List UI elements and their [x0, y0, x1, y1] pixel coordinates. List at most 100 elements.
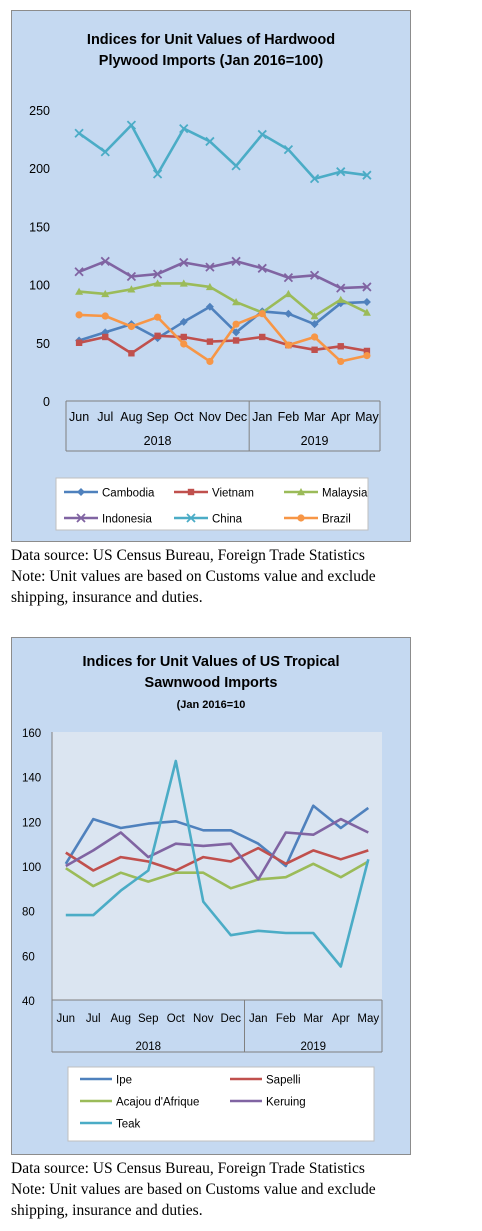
legend-marker-indonesia — [76, 513, 86, 523]
data-point-indonesia — [205, 262, 215, 272]
chart1-ytick-label: 250 — [29, 104, 50, 118]
chart2-ytick-label: 140 — [22, 773, 41, 785]
data-point-brazil — [101, 312, 109, 320]
sawnwood-chart-svg: Indices for Unit Values of US Tropical Sa… — [22, 654, 383, 1142]
data-point-indonesia — [152, 269, 163, 279]
chart2-month-label: Apr — [332, 1013, 350, 1025]
legend-label-malaysia: Malaysia — [322, 488, 368, 500]
data-point-brazil — [75, 311, 83, 319]
data-point-vietnam — [311, 346, 318, 353]
chart1-title-line: Plywood Imports (Jan 2016=100) — [99, 53, 324, 69]
data-point-vietnam — [102, 333, 109, 341]
chart2-title-line: Sawnwood Imports — [145, 675, 278, 691]
data-point-china — [309, 174, 320, 184]
chart1-month-label: Jun — [69, 410, 89, 424]
series-line-cambodia — [78, 300, 367, 342]
data-point-brazil — [232, 320, 240, 328]
data-point-china — [257, 129, 267, 140]
chart2-title-line: Indices for Unit Values of US Tropical — [82, 654, 339, 670]
chart2-legend — [67, 1066, 375, 1142]
chart1-month-label: Apr — [331, 410, 350, 424]
chart1-month-label: Jan — [252, 410, 272, 424]
chart1-month-label: Nov — [199, 410, 222, 424]
chart1-month-label: Dec — [225, 410, 247, 424]
data-point-vietnam — [232, 337, 240, 344]
data-point-cambodia — [179, 317, 188, 326]
chart2-ytick-label: 60 — [22, 951, 35, 963]
data-point-china — [100, 147, 110, 157]
chart2-month-label: Nov — [193, 1013, 214, 1025]
chart2-year-label: 2018 — [135, 1041, 161, 1053]
data-point-malaysia — [310, 312, 319, 320]
chart1-year-label: 2019 — [301, 434, 329, 448]
chart1-ytick-label: 0 — [43, 395, 50, 409]
data-point-china — [231, 161, 241, 171]
data-point-cambodia — [310, 320, 319, 329]
legend-label-keruing: Keruing — [266, 1097, 306, 1109]
legend-label-ipe: Ipe — [116, 1075, 132, 1087]
data-point-vietnam — [154, 332, 161, 340]
data-point-china — [74, 128, 84, 138]
data-point-china — [283, 144, 294, 155]
data-point-china — [126, 120, 137, 130]
chart1-ytick-label: 150 — [29, 220, 50, 234]
series-line-sapelli — [65, 846, 369, 872]
plywood-note: Data source: US Census Bureau, Foreign T… — [11, 545, 479, 608]
data-point-cambodia — [362, 298, 371, 307]
data-point-indonesia — [179, 257, 189, 268]
chart1-title-line: Indices for Unit Values of Hardwood — [87, 32, 335, 48]
data-point-vietnam — [206, 338, 214, 345]
plywood-source-line: Data source: US Census Bureau, Foreign T… — [11, 547, 365, 564]
data-point-indonesia — [100, 256, 110, 266]
chart2-ytick-label: 80 — [22, 907, 35, 919]
chart2-year-label: 2019 — [300, 1041, 326, 1053]
series-line-indonesia — [78, 260, 367, 290]
chart2-month-label: Jul — [86, 1013, 101, 1025]
series-line-ipe — [64, 804, 370, 868]
data-point-indonesia — [309, 270, 320, 280]
legend-marker-vietnam — [187, 488, 195, 496]
chart2-month-label: Jun — [56, 1013, 75, 1025]
data-point-vietnam — [75, 339, 83, 346]
data-point-china — [205, 136, 215, 147]
chart2-month-label: Mar — [303, 1013, 323, 1025]
legend-marker-china — [186, 513, 196, 523]
data-point-china — [179, 123, 189, 134]
legend-label-teak: Teak — [116, 1119, 141, 1131]
data-point-china — [152, 169, 163, 179]
chart1-month-label: Feb — [278, 410, 300, 424]
chart2-month-label: Dec — [221, 1013, 242, 1025]
chart2-month-label: May — [357, 1013, 379, 1025]
data-point-indonesia — [231, 256, 241, 266]
data-point-china — [336, 167, 346, 177]
legend-marker-malaysia — [297, 488, 305, 496]
data-point-brazil — [153, 313, 162, 321]
data-point-brazil — [206, 357, 214, 366]
data-point-brazil — [180, 340, 188, 348]
data-point-cambodia — [284, 309, 293, 318]
chart2-ytick-label: 120 — [22, 817, 41, 829]
data-point-brazil — [127, 322, 136, 331]
data-point-vietnam — [180, 333, 187, 341]
chart1-month-label: Mar — [304, 410, 326, 424]
data-point-indonesia — [362, 282, 372, 292]
data-point-malaysia — [336, 295, 345, 303]
data-point-indonesia — [126, 271, 137, 282]
data-point-malaysia — [179, 279, 188, 287]
plywood-note-line: Note: Unit values are based on Customs v… — [11, 568, 376, 585]
legend-marker-cambodia — [77, 488, 85, 496]
chart1-month-label: Sep — [146, 410, 168, 424]
series-line-keruing — [65, 817, 369, 881]
chart1-month-label: Jul — [97, 410, 113, 424]
chart2-ytick-label: 100 — [22, 862, 41, 874]
chart1-legend — [55, 477, 369, 531]
chart2-month-label: Oct — [167, 1013, 186, 1025]
data-point-vietnam — [337, 343, 344, 350]
data-point-brazil — [363, 352, 371, 360]
legend-label-vietnam: Vietnam — [212, 488, 254, 500]
chart2-month-label: Feb — [276, 1013, 296, 1025]
chart2-month-label: Sep — [138, 1013, 158, 1025]
data-point-malaysia — [362, 308, 371, 316]
data-point-malaysia — [101, 289, 110, 298]
data-point-vietnam — [363, 347, 371, 355]
